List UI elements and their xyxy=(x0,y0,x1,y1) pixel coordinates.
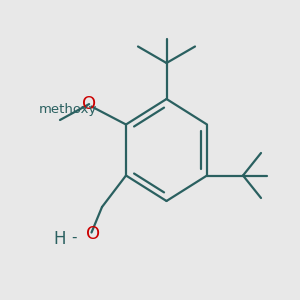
Text: -: - xyxy=(71,230,76,245)
Text: O: O xyxy=(82,95,96,113)
Text: methoxy: methoxy xyxy=(39,103,98,116)
Text: O: O xyxy=(86,225,100,243)
Text: H: H xyxy=(54,230,66,247)
